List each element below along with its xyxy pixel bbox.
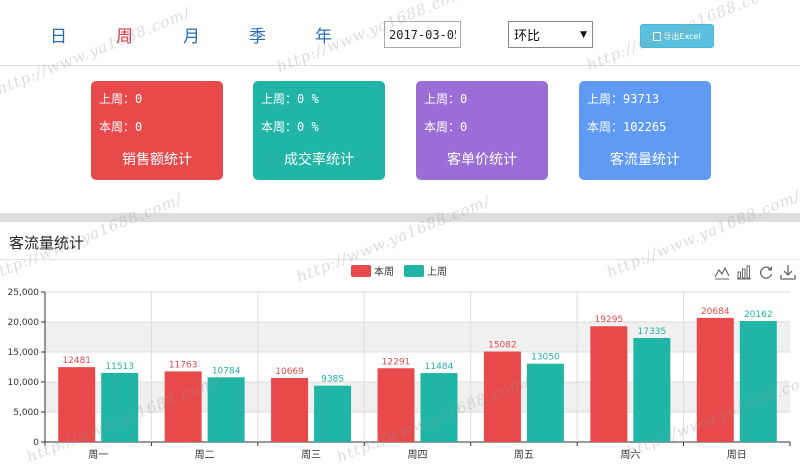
- legend-item-this-week[interactable]: 本周: [351, 263, 394, 278]
- tab-week[interactable]: 周: [116, 27, 133, 47]
- traffic-card[interactable]: 上周：93713 本周：102265 客流量统计: [579, 81, 711, 180]
- data-label-this-week: 10669: [275, 367, 304, 377]
- grid-band: [45, 322, 790, 352]
- unit-price-last-week: 上周：0: [424, 92, 468, 106]
- data-label-this-week: 12291: [382, 357, 411, 367]
- traffic-last-week: 上周：93713: [587, 92, 660, 106]
- x-tick-label: 周四: [408, 449, 428, 461]
- bar-this-week: [58, 367, 96, 442]
- bar-last-week: [314, 385, 352, 442]
- x-tick-label: 周日: [727, 449, 747, 461]
- sales-card[interactable]: 上周：0 本周：0 销售额统计: [91, 81, 223, 180]
- data-label-this-week: 15082: [488, 341, 517, 351]
- chart-legend: 本周 上周: [351, 263, 447, 278]
- compare-select[interactable]: 环比 ▼: [508, 21, 593, 48]
- legend-swatch-this-week: [351, 264, 371, 277]
- date-input[interactable]: [384, 21, 461, 48]
- bar-last-week: [420, 373, 458, 442]
- traffic-this-week: 本周：102265: [587, 120, 667, 134]
- sales-last-week: 上周：0: [99, 92, 143, 106]
- compare-select-value: 环比: [514, 29, 541, 44]
- data-label-last-week: 20162: [744, 310, 773, 320]
- y-tick-label: 10,000: [8, 378, 40, 388]
- data-label-this-week: 12481: [62, 356, 91, 366]
- sales-card-title: 销售额统计: [122, 152, 192, 168]
- y-tick-label: 20,000: [8, 318, 40, 328]
- y-tick-label: 0: [33, 438, 39, 448]
- x-tick-label: 周三: [301, 449, 321, 461]
- traffic-bar-chart: 0 5,000 10,000 15,000 20,000 25,000 周一 12481 115…: [8, 288, 791, 461]
- tab-day[interactable]: 日: [50, 27, 67, 47]
- unit-price-this-week: 本周：0: [424, 120, 468, 134]
- tab-year[interactable]: 年: [315, 27, 332, 47]
- data-label-last-week: 17335: [638, 327, 667, 337]
- data-label-this-week: 19295: [595, 315, 624, 325]
- bar-last-week: [526, 363, 564, 442]
- tab-quarter[interactable]: 季: [249, 27, 266, 47]
- bar-this-week: [164, 371, 202, 442]
- bar-last-week: [739, 321, 777, 442]
- legend-label-this-week: 本周: [374, 267, 394, 278]
- section-divider: [0, 213, 800, 222]
- bar-last-week: [207, 377, 245, 442]
- x-tick-label: 周六: [620, 449, 640, 461]
- line-chart-icon[interactable]: [714, 264, 730, 280]
- data-label-last-week: 10784: [212, 366, 241, 376]
- bar-chart-icon[interactable]: [736, 264, 752, 280]
- data-label-this-week: 20684: [701, 307, 730, 317]
- legend-item-last-week[interactable]: 上周: [404, 263, 447, 278]
- x-tick-label: 周二: [195, 449, 215, 461]
- excel-icon: [653, 31, 662, 41]
- data-label-last-week: 9385: [321, 375, 344, 385]
- x-tick-label: 周五: [514, 449, 534, 461]
- legend-swatch-last-week: [404, 264, 424, 277]
- data-label-this-week: 11763: [169, 360, 198, 370]
- panel-title: 客流量统计: [9, 234, 85, 252]
- export-button-label: 导出Excel: [663, 31, 701, 41]
- bar-this-week: [377, 368, 415, 442]
- bar-this-week: [590, 326, 628, 442]
- bar-this-week: [483, 351, 521, 442]
- unit-price-card-title: 客单价统计: [447, 152, 517, 168]
- conversion-card-title: 成交率统计: [284, 152, 354, 168]
- export-excel-button[interactable]: 导出Excel: [640, 24, 714, 48]
- legend-label-last-week: 上周: [427, 267, 447, 278]
- x-tick-label: 周一: [88, 449, 108, 461]
- bar-this-week: [271, 377, 309, 442]
- bar-last-week: [633, 337, 671, 442]
- tab-month[interactable]: 月: [183, 27, 200, 47]
- panel-rule: [0, 259, 800, 260]
- top-toolbar: 日 周 月 季 年 环比 ▼ 导出Excel: [0, 0, 800, 66]
- y-tick-label: 5,000: [13, 408, 39, 418]
- bar-last-week: [101, 372, 139, 442]
- refresh-icon[interactable]: [758, 264, 774, 280]
- data-label-last-week: 11513: [105, 362, 134, 372]
- conversion-this-week: 本周：0 %: [261, 120, 319, 134]
- y-tick-label: 15,000: [8, 348, 40, 358]
- chevron-down-icon: ▼: [580, 29, 587, 40]
- grid-band: [45, 382, 790, 412]
- unit-price-card[interactable]: 上周：0 本周：0 客单价统计: [416, 81, 548, 180]
- sales-this-week: 本周：0: [99, 120, 143, 134]
- download-icon[interactable]: [780, 264, 796, 280]
- bar-this-week: [696, 317, 734, 442]
- traffic-card-title: 客流量统计: [610, 152, 680, 168]
- chart-toolbox: [714, 264, 796, 280]
- conversion-last-week: 上周：0 %: [261, 92, 319, 106]
- data-label-last-week: 11484: [425, 362, 454, 372]
- conversion-card[interactable]: 上周：0 % 本周：0 % 成交率统计: [253, 81, 385, 180]
- data-label-last-week: 13050: [531, 353, 560, 363]
- y-tick-label: 25,000: [8, 288, 40, 298]
